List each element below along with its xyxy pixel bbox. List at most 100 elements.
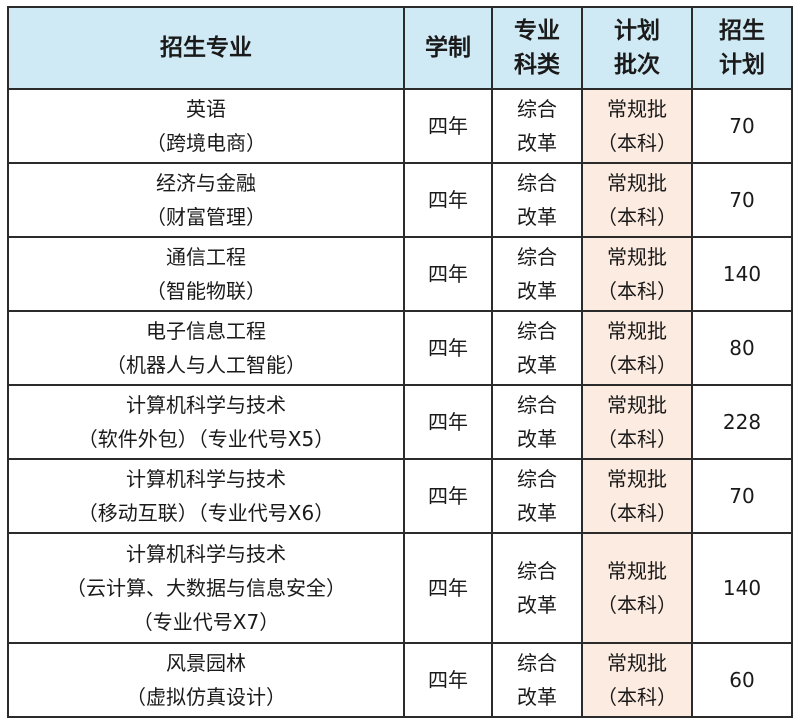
category-cell: 综合 改革 <box>491 458 583 534</box>
duration-cell: 四年 <box>403 310 493 386</box>
batch-cell: 常规批 （本科） <box>581 458 693 534</box>
duration-cell: 四年 <box>403 236 493 312</box>
plan-cell: 80 <box>691 310 793 386</box>
category-line: 改革 <box>517 593 557 617</box>
plan-cell: 60 <box>691 642 793 718</box>
table-row: 电子信息工程 （机器人与人工智能） 四年 综合改革 常规批 （本科） 80 <box>7 310 793 386</box>
category-cell: 综合 改革 <box>491 236 583 312</box>
category-line: 综合 <box>517 559 557 583</box>
header-category-line: 科类 <box>514 52 560 78</box>
batch-cell: 常规批 （本科） <box>581 236 693 312</box>
plan-cell: 228 <box>691 384 793 460</box>
major-line: 通信工程 <box>166 245 246 269</box>
major-line: 经济与金融 <box>156 171 256 195</box>
duration-cell: 四年 <box>403 88 493 164</box>
major-line: （机器人与人工智能） <box>106 353 306 377</box>
duration-cell: 四年 <box>403 162 493 238</box>
duration-cell: 四年 <box>403 532 493 644</box>
category-line: 综合 <box>517 651 557 675</box>
major-line: 电子信息工程 <box>146 319 266 343</box>
category-line: 综合 <box>517 97 557 121</box>
major-line: （专业代号X7） <box>132 610 280 634</box>
batch-line: （本科） <box>597 131 677 155</box>
header-duration: 学制 <box>403 6 493 90</box>
table-row: 计算机科学与技术 （软件外包）（专业代号X5） 四年 综合改革 常规批 （本科） 2… <box>7 384 793 460</box>
major-line: 风景园林 <box>166 651 246 675</box>
category-line: 改革 <box>517 131 557 155</box>
major-cell: 计算机科学与技术 （移动互联）（专业代号X6） <box>7 458 405 534</box>
header-plan-line: 招生 <box>719 18 765 44</box>
header-major-line: 招生专业 <box>160 35 252 61</box>
table-row: 通信工程 （智能物联） 四年 综合改革 常规批 （本科） 140 <box>7 236 793 312</box>
category-line: 改革 <box>517 205 557 229</box>
category-line: 改革 <box>517 501 557 525</box>
category-line: 综合 <box>517 319 557 343</box>
plan-cell: 70 <box>691 458 793 534</box>
major-cell: 电子信息工程 （机器人与人工智能） <box>7 310 405 386</box>
header-duration-line: 学制 <box>425 35 471 61</box>
major-line: （虚拟仿真设计） <box>126 685 286 709</box>
batch-line: 常规批 <box>607 245 667 269</box>
plan-cell: 140 <box>691 236 793 312</box>
batch-line: 常规批 <box>607 319 667 343</box>
header-row: 招生专业 学制 专业 科类 计划 批次 招生 计划 <box>7 6 793 90</box>
category-cell: 综合 改革 <box>491 162 583 238</box>
category-line: 改革 <box>517 279 557 303</box>
table-row: 风景园林 （虚拟仿真设计） 四年 综合改革 常规批 （本科） 60 <box>7 642 793 718</box>
batch-line: 常规批 <box>607 393 667 417</box>
major-line: （移动互联）（专业代号X6） <box>77 501 335 525</box>
major-line: 英语 <box>186 97 226 121</box>
table-row: 英语 （跨境电商） 四年 综合改革 常规批 （本科） 70 <box>7 88 793 164</box>
batch-line: 常规批 <box>607 171 667 195</box>
batch-cell: 常规批 （本科） <box>581 384 693 460</box>
category-cell: 综合 改革 <box>491 310 583 386</box>
enrollment-plan-table: 招生专业 学制 专业 科类 计划 批次 招生 计划 英语 （跨境电商） 四年 综合 改革 … <box>7 6 793 718</box>
batch-line: （本科） <box>597 205 677 229</box>
batch-cell: 常规批 （本科） <box>581 532 693 644</box>
major-cell: 计算机科学与技术 （云计算、大数据与信息安全） （专业代号X7） <box>7 532 405 644</box>
header-batch-line: 批次 <box>614 52 660 78</box>
table-row: 经济与金融 （财富管理） 四年 综合改革 常规批 （本科） 70 <box>7 162 793 238</box>
major-cell: 英语 （跨境电商） <box>7 88 405 164</box>
duration-cell: 四年 <box>403 642 493 718</box>
category-cell: 综合 改革 <box>491 642 583 718</box>
batch-line: （本科） <box>597 427 677 451</box>
table-row: 计算机科学与技术 （云计算、大数据与信息安全） （专业代号X7） 四年 综合改革 常… <box>7 532 793 644</box>
batch-cell: 常规批 （本科） <box>581 88 693 164</box>
plan-cell: 70 <box>691 162 793 238</box>
header-plan-line: 计划 <box>719 52 765 78</box>
batch-line: 常规批 <box>607 97 667 121</box>
category-cell: 综合 改革 <box>491 532 583 644</box>
category-cell: 综合 改革 <box>491 384 583 460</box>
major-line: 计算机科学与技术 <box>126 467 286 491</box>
major-cell: 计算机科学与技术 （软件外包）（专业代号X5） <box>7 384 405 460</box>
table-row: 计算机科学与技术 （移动互联）（专业代号X6） 四年 综合 改革 常规批 （本科） 7… <box>7 458 793 534</box>
major-line: （财富管理） <box>146 205 266 229</box>
major-cell: 风景园林 （虚拟仿真设计） <box>7 642 405 718</box>
category-line: 综合 <box>517 171 557 195</box>
category-line: 改革 <box>517 353 557 377</box>
major-line: 计算机科学与技术 <box>126 393 286 417</box>
duration-cell: 四年 <box>403 458 493 534</box>
batch-line: （本科） <box>597 593 677 617</box>
major-line: （云计算、大数据与信息安全） <box>66 576 346 600</box>
batch-line: （本科） <box>597 501 677 525</box>
plan-cell: 140 <box>691 532 793 644</box>
category-line: 综合 <box>517 393 557 417</box>
header-plan: 招生 计划 <box>691 6 793 90</box>
duration-cell: 四年 <box>403 384 493 460</box>
batch-cell: 常规批 （本科） <box>581 642 693 718</box>
major-line: 计算机科学与技术 <box>126 542 286 566</box>
batch-line: 常规批 <box>607 467 667 491</box>
plan-cell: 70 <box>691 88 793 164</box>
batch-cell: 常规批 （本科） <box>581 162 693 238</box>
major-line: （软件外包）（专业代号X5） <box>77 427 335 451</box>
category-line: 改革 <box>517 427 557 451</box>
batch-cell: 常规批 （本科） <box>581 310 693 386</box>
batch-line: 常规批 <box>607 651 667 675</box>
major-line: （智能物联） <box>146 279 266 303</box>
batch-line: 常规批 <box>607 559 667 583</box>
category-line: 综合 <box>517 245 557 269</box>
category-line: 改革 <box>517 685 557 709</box>
header-batch-line: 计划 <box>614 18 660 44</box>
